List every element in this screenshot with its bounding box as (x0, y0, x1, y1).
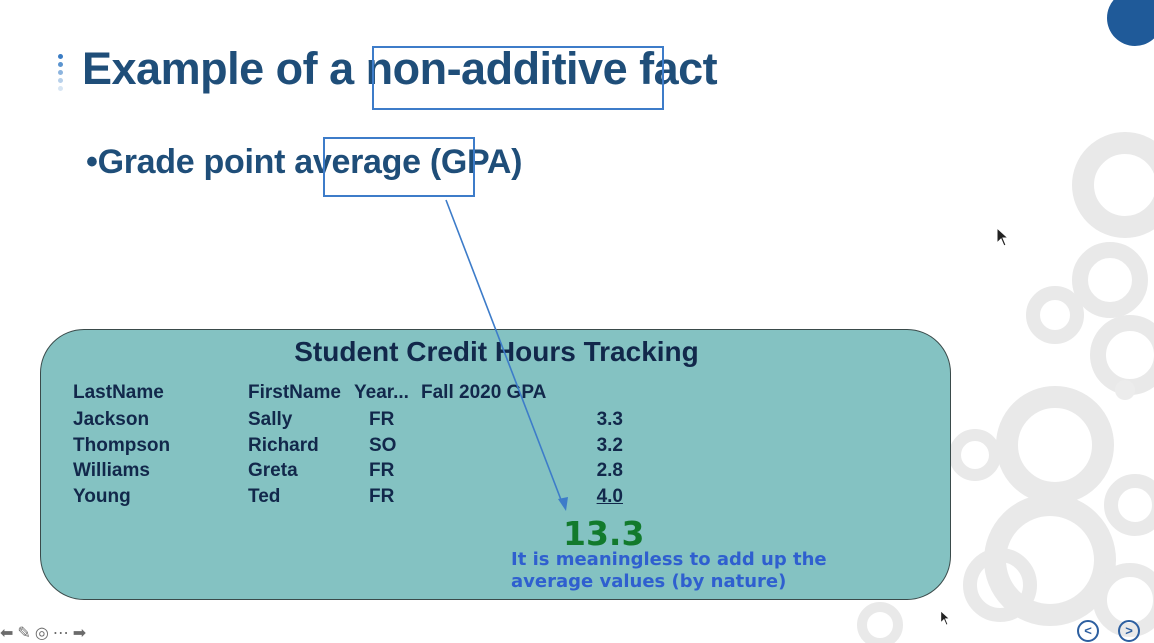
title-highlight-box (372, 46, 664, 110)
note-line-1: It is meaningless to add up the (511, 549, 827, 570)
table-cell-gpa: 2.8 (596, 460, 623, 481)
table-cell-firstname: Richard (248, 435, 319, 456)
bullet-post: (GPA) (420, 143, 523, 181)
bullet-item: •Grade point average (GPA) (86, 143, 522, 182)
gpa-sum-total: 13.3 (563, 514, 645, 553)
slide-title: Example of a non-additive fact (82, 43, 718, 95)
table-cell-year: FR (369, 460, 395, 481)
arrow-left-icon[interactable]: ⬅ (0, 624, 14, 642)
header-firstname: FirstName (248, 382, 341, 403)
table-cell-year: FR (369, 409, 395, 430)
arrow-right-icon[interactable]: ➡ (72, 624, 87, 642)
header-year: Year... (354, 382, 409, 403)
table-cell-year: FR (369, 486, 395, 507)
table-cell-firstname: Greta (248, 460, 298, 481)
table-cell-gpa: 3.2 (596, 435, 623, 456)
table-cell-firstname: Ted (248, 486, 281, 507)
title-bullet-icon (58, 54, 66, 94)
note-line-2: average values (by nature) (511, 571, 787, 592)
title-highlight: non-additive (365, 43, 628, 94)
table-cell-gpa: 4.0 (596, 486, 623, 507)
table-title: Student Credit Hours Tracking (294, 336, 699, 367)
bullet-dot: • (86, 143, 98, 181)
table-cell-lastname: Jackson (73, 409, 150, 430)
screen-icon[interactable]: ◎ (34, 624, 49, 642)
mouse-cursor-icon (996, 227, 1010, 247)
table-cell-year: SO (369, 435, 397, 456)
title-post: fact (627, 43, 718, 94)
slide-toolbar: ⬅ ✎ ◎ ⋯ ➡ (0, 624, 86, 643)
table-cell-gpa: 3.3 (596, 409, 623, 430)
corner-accent-circle (1107, 0, 1154, 46)
next-slide-button[interactable]: > (1118, 620, 1140, 642)
bullet-highlight-box (323, 137, 475, 197)
header-gpa: Fall 2020 GPA (421, 382, 547, 403)
table-cell-lastname: Williams (73, 460, 150, 481)
pen-icon[interactable]: ✎ (17, 624, 31, 642)
mouse-cursor-icon (940, 610, 951, 626)
table-cell-lastname: Young (73, 486, 131, 507)
table-cell-lastname: Thompson (73, 435, 171, 456)
more-icon[interactable]: ⋯ (52, 624, 69, 642)
student-table-panel: Student Credit Hours Tracking LastName F… (40, 329, 951, 600)
title-pre: Example of a (82, 43, 366, 94)
prev-slide-button[interactable]: < (1077, 620, 1099, 642)
header-lastname: LastName (73, 382, 164, 403)
chevron-right-icon: > (1125, 623, 1133, 638)
chevron-left-icon: < (1084, 623, 1092, 638)
bullet-highlight: average (294, 143, 421, 181)
table-cell-firstname: Sally (248, 409, 293, 430)
meaningless-sum-note: It is meaningless to add up the average … (511, 549, 827, 593)
bullet-pre: Grade point (97, 143, 295, 181)
